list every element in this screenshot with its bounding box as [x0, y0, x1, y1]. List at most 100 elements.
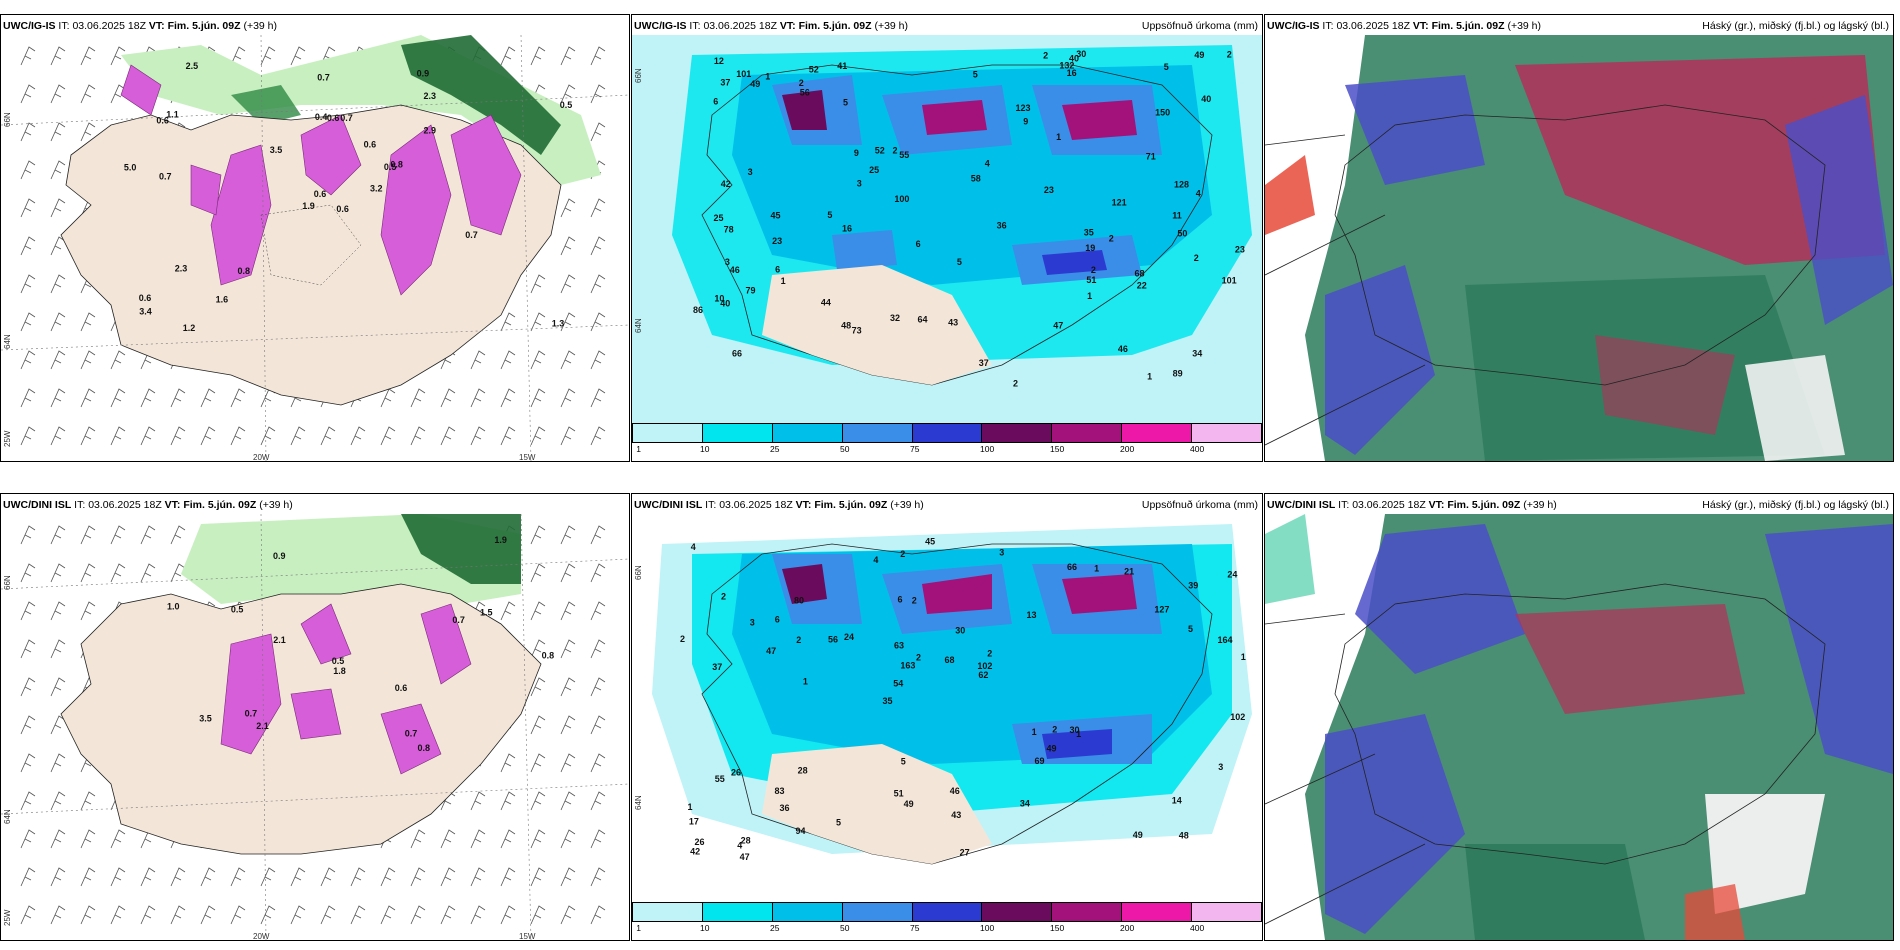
value-label: 35 [1084, 228, 1094, 238]
value-label: 39 [1188, 581, 1198, 591]
lat-label-64: 64N [3, 809, 12, 824]
colorbar-tick: 10 [699, 444, 710, 454]
value-label: 58 [971, 173, 981, 183]
value-label: 1 [765, 71, 770, 81]
wind-barb [170, 867, 186, 887]
wind-barb [50, 198, 66, 218]
wind-barb [590, 753, 606, 773]
value-label: 0.6 [336, 204, 349, 214]
value-label: 1 [781, 276, 786, 286]
value-label: 45 [771, 210, 781, 220]
value-label: 46 [950, 786, 960, 796]
value-label: 6 [713, 97, 718, 107]
panel-title: UWC/IG-IS IT: 03.06.2025 18Z VT: Fim. 5.… [3, 20, 278, 32]
wind-barb [50, 46, 66, 66]
wind-barb [200, 388, 216, 408]
iceland-cloud-map [1265, 514, 1893, 940]
wind-barb [470, 867, 486, 887]
lat-label-64: 64N [634, 795, 643, 810]
wind-barb [200, 426, 216, 446]
colorbar-tick: 100 [980, 923, 995, 933]
wind-barb [50, 426, 66, 446]
value-label: 2 [1194, 253, 1199, 263]
panel-wind-precip-bottom: UWC/DINI ISL IT: 03.06.2025 18Z VT: Fim.… [0, 493, 630, 941]
wind-barb [80, 350, 96, 370]
value-label: 163 [900, 661, 915, 671]
precip-colorbar: 1 10 25 50 75 100 150 200 400 [632, 902, 1262, 934]
panel-title: UWC/IG-IS IT: 03.06.2025 18Z VT: Fim. 5.… [634, 20, 909, 32]
colorbar-swatch [1052, 903, 1123, 921]
colorbar-tick: 75 [909, 923, 920, 933]
value-label: 102 [977, 661, 992, 671]
wind-barb [170, 525, 186, 545]
value-label: 0.7 [405, 728, 418, 738]
wind-barb [20, 905, 36, 925]
wind-barb [440, 388, 456, 408]
value-label: 3.4 [139, 306, 152, 316]
value-label: 34 [1020, 798, 1030, 808]
value-label: 0.7 [465, 230, 478, 240]
precip-colorbar: 1 10 25 50 75 100 150 200 400 [632, 423, 1262, 455]
value-label: 2.3 [424, 91, 437, 101]
wind-barb [560, 867, 576, 887]
value-label: 1 [1087, 291, 1092, 301]
wind-barb [530, 791, 546, 811]
wind-barb [20, 198, 36, 218]
wind-barb [530, 563, 546, 583]
colorbar-swatch [702, 424, 773, 442]
wind-barb [20, 236, 36, 256]
value-label: 0.7 [452, 615, 465, 625]
wind-barb [500, 350, 516, 370]
wind-barb [500, 46, 516, 66]
colorbar-tick: 1 [636, 923, 642, 933]
colorbar-tick: 200 [1120, 444, 1135, 454]
wind-barb [590, 905, 606, 925]
colorbar-swatch [1122, 903, 1193, 921]
colorbar-swatch [1122, 424, 1193, 442]
wind-barb [140, 563, 156, 583]
wind-barb [410, 867, 426, 887]
value-label: 3 [748, 167, 753, 177]
panel-wind-precip-top: UWC/IG-IS IT: 03.06.2025 18Z VT: Fim. 5.… [0, 14, 630, 462]
wind-barb [530, 753, 546, 773]
value-label: 17 [689, 816, 699, 826]
value-label: 54 [893, 679, 903, 689]
wind-barb [590, 639, 606, 659]
value-label: 3 [750, 617, 755, 627]
wind-barb [470, 426, 486, 446]
value-label: 26 [731, 767, 741, 777]
lat-label-64: 64N [3, 334, 12, 349]
value-label: 71 [1146, 152, 1156, 162]
value-label: 12 [714, 56, 724, 66]
colorbar-tick: 25 [769, 444, 780, 454]
colorbar-swatch [633, 424, 703, 442]
value-label: 49 [1047, 743, 1057, 753]
value-label: 52 [809, 65, 819, 75]
wind-barb [530, 274, 546, 294]
value-label: 1.3 [552, 319, 565, 329]
iceland-precip-map: 19 50 66 52 55 46 40 16 9 2 6 25 37 34 32 4 5 36 2 1 2 5 3 2 2 2 2… [632, 35, 1262, 425]
wind-barb [320, 426, 336, 446]
wind-barb [80, 388, 96, 408]
wind-barb [110, 525, 126, 545]
value-label: 34 [1192, 349, 1202, 359]
panel-title: UWC/IG-IS IT: 03.06.2025 18Z VT: Fim. 5.… [1267, 20, 1542, 32]
wind-barb [80, 122, 96, 142]
wind-barb [560, 84, 576, 104]
value-label: 62 [978, 670, 988, 680]
wind-barb [560, 198, 576, 218]
value-label: 5 [827, 210, 832, 220]
value-label: 5 [973, 69, 978, 79]
wind-barb [470, 905, 486, 925]
wind-barb [500, 867, 516, 887]
wind-barb [20, 601, 36, 621]
value-label: 83 [775, 786, 785, 796]
wind-barb [410, 426, 426, 446]
value-label: 73 [852, 325, 862, 335]
colorbar-swatch [982, 903, 1053, 921]
value-label: 121 [1112, 198, 1127, 208]
value-label: 40 [720, 299, 730, 309]
colorbar-swatch [912, 903, 983, 921]
value-label: 1.5 [480, 607, 493, 617]
wind-barb [140, 525, 156, 545]
